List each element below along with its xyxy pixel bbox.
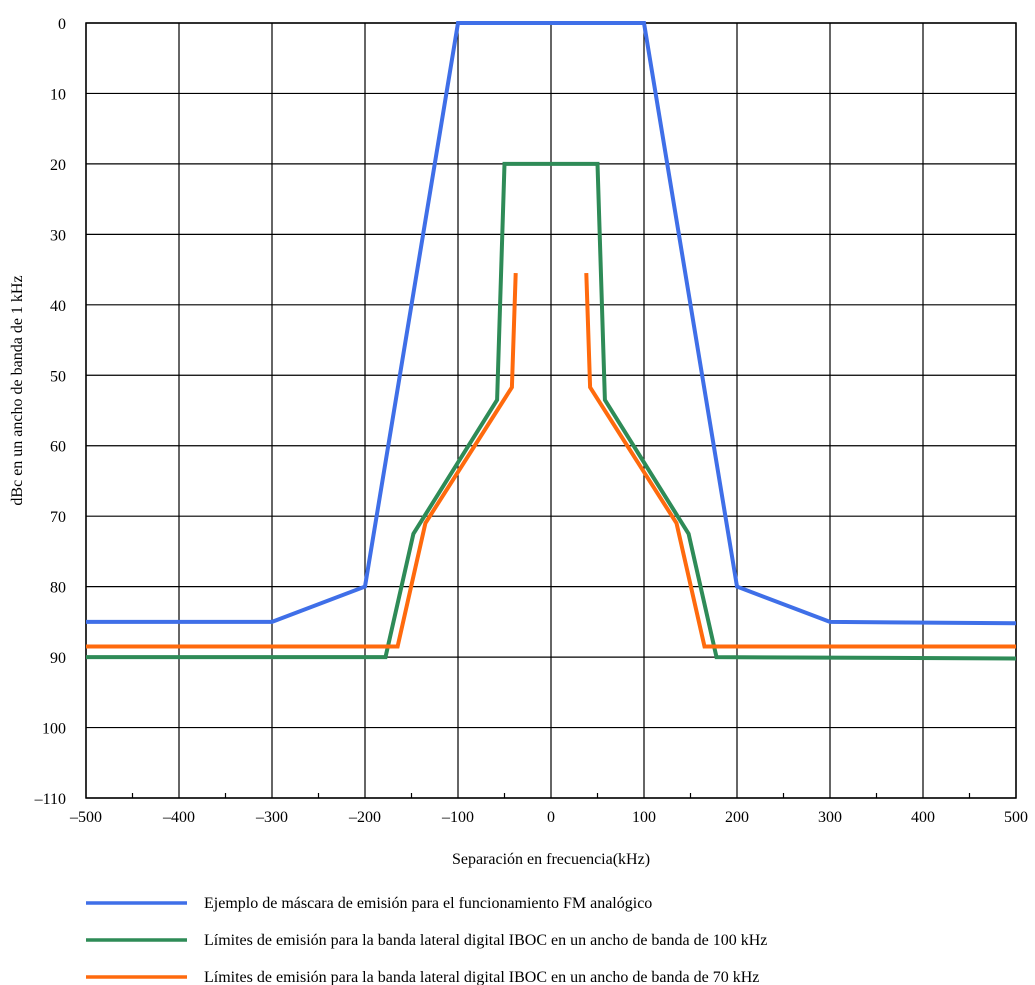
series-line-2-segment-0	[86, 273, 518, 649]
y-tick-label: 50	[50, 368, 66, 385]
y-tick-label: 100	[42, 721, 66, 738]
x-tick-label: 500	[1004, 809, 1028, 826]
y-tick-label: 10	[50, 86, 66, 103]
x-tick-label: 100	[632, 809, 656, 826]
grid	[85, 22, 1017, 799]
series-line-1-segment-0	[86, 161, 1017, 661]
x-tick-label: 400	[911, 809, 935, 826]
y-tick-label: 30	[50, 227, 66, 244]
series-line-0-segment-0	[86, 21, 1017, 626]
y-tick-label: 20	[50, 157, 66, 174]
x-tick-label: –200	[348, 809, 381, 826]
y-tick-label: 0	[58, 16, 66, 33]
x-axis-title: Separación en frecuencia(kHz)	[452, 851, 650, 868]
legend: Ejemplo de máscara de emisión para el fu…	[86, 895, 767, 985]
legend-entry: Límites de emisión para la banda lateral…	[204, 969, 759, 985]
y-axis-title: dBc en un ancho de banda de 1 kHz	[9, 275, 26, 505]
y-tick-labels: 0 10 20 30 40 50 60 70 80 90 100 –110	[34, 16, 66, 808]
series-lines	[86, 21, 1017, 661]
y-tick-label: 90	[50, 650, 66, 667]
x-tick-label: –100	[441, 809, 474, 826]
y-tick-label: 70	[50, 509, 66, 526]
legend-entry: Límites de emisión para la banda lateral…	[204, 932, 767, 949]
x-tick-label: –400	[162, 809, 195, 826]
x-tick-label: –500	[69, 809, 102, 826]
series-line-2-segment-1	[584, 273, 1016, 649]
x-tick-labels: –500 –400 –300 –200 –100 0 100 200 300 400 500	[69, 809, 1028, 826]
y-tick-label: –110	[34, 791, 66, 808]
y-tick-label: 80	[50, 580, 66, 597]
x-tick-label: 200	[725, 809, 749, 826]
x-tick-label: –300	[255, 809, 288, 826]
x-tick-label: 300	[818, 809, 842, 826]
y-tick-label: 60	[50, 439, 66, 456]
legend-entry: Ejemplo de máscara de emisión para el fu…	[204, 895, 652, 912]
x-minor-ticks	[131, 793, 971, 798]
x-tick-label: 0	[547, 809, 555, 826]
y-tick-label: 40	[50, 298, 66, 315]
